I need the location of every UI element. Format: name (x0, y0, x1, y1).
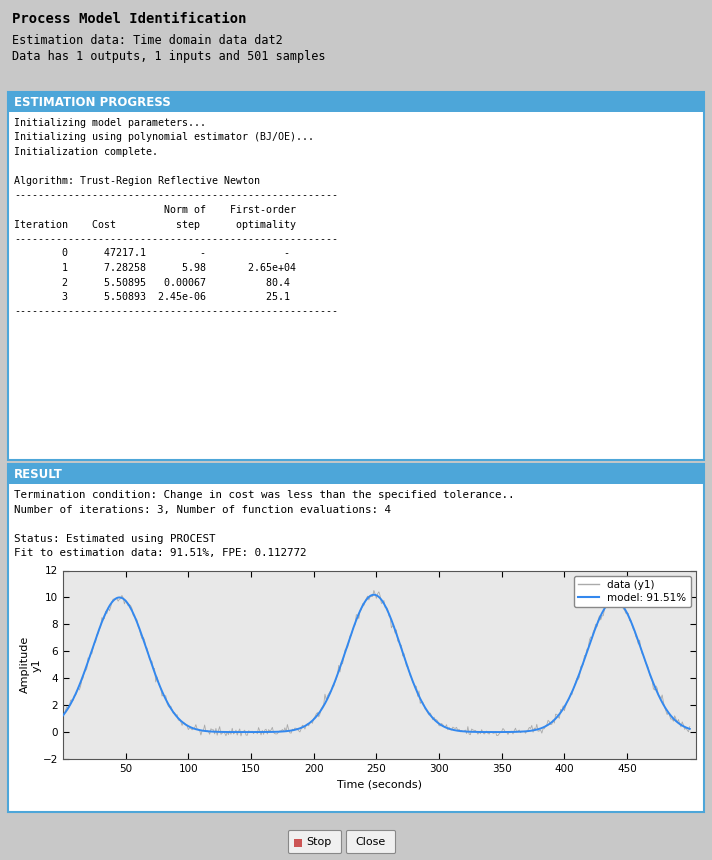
Text: Stop: Stop (306, 837, 331, 847)
Text: ------------------------------------------------------: ----------------------------------------… (14, 234, 338, 244)
Text: Norm of    First-order: Norm of First-order (14, 205, 296, 215)
Text: Process Model Identification: Process Model Identification (12, 12, 246, 26)
Text: Iteration    Cost          step      optimality: Iteration Cost step optimality (14, 219, 296, 230)
Text: ESTIMATION PROGRESS: ESTIMATION PROGRESS (14, 95, 171, 108)
Text: ------------------------------------------------------: ----------------------------------------… (14, 191, 338, 200)
Text: 3      5.50893  2.45e-06          25.1: 3 5.50893 2.45e-06 25.1 (14, 292, 290, 302)
Text: Data has 1 outputs, 1 inputs and 501 samples: Data has 1 outputs, 1 inputs and 501 sam… (12, 50, 325, 63)
Y-axis label: Amplitude
y1: Amplitude y1 (20, 636, 41, 693)
Text: 0      47217.1         -             -: 0 47217.1 - - (14, 249, 290, 259)
Text: Initializing using polynomial estimator (BJ/OE)...: Initializing using polynomial estimator … (14, 132, 314, 143)
Text: 2      5.50895   0.00067          80.4: 2 5.50895 0.00067 80.4 (14, 278, 290, 287)
Bar (8, 92, 704, 460)
Text: Initializing model parameters...: Initializing model parameters... (14, 118, 206, 128)
X-axis label: Time (seconds): Time (seconds) (337, 779, 422, 789)
Text: Fit to estimation data: 91.51%, FPE: 0.112772: Fit to estimation data: 91.51%, FPE: 0.1… (14, 548, 306, 558)
Text: 1      7.28258      5.98       2.65e+04: 1 7.28258 5.98 2.65e+04 (14, 263, 296, 273)
Bar (8, 464, 704, 484)
FancyBboxPatch shape (288, 831, 342, 853)
Legend: data (y1), model: 91.51%: data (y1), model: 91.51% (574, 575, 691, 607)
Text: Algorithm: Trust-Region Reflective Newton: Algorithm: Trust-Region Reflective Newto… (14, 176, 260, 186)
Text: ------------------------------------------------------: ----------------------------------------… (14, 306, 338, 316)
Text: Termination condition: Change in cost was less than the specified tolerance..: Termination condition: Change in cost wa… (14, 490, 515, 500)
FancyBboxPatch shape (347, 831, 395, 853)
Bar (294, 839, 302, 847)
Text: Close: Close (355, 837, 385, 847)
Bar (8, 92, 704, 112)
Bar (8, 464, 704, 812)
Text: Estimation data: Time domain data dat2: Estimation data: Time domain data dat2 (12, 34, 283, 47)
Text: Number of iterations: 3, Number of function evaluations: 4: Number of iterations: 3, Number of funct… (14, 505, 391, 514)
Text: Status: Estimated using PROCEST: Status: Estimated using PROCEST (14, 533, 216, 544)
Text: RESULT: RESULT (14, 468, 63, 481)
Text: Initialization complete.: Initialization complete. (14, 147, 158, 157)
